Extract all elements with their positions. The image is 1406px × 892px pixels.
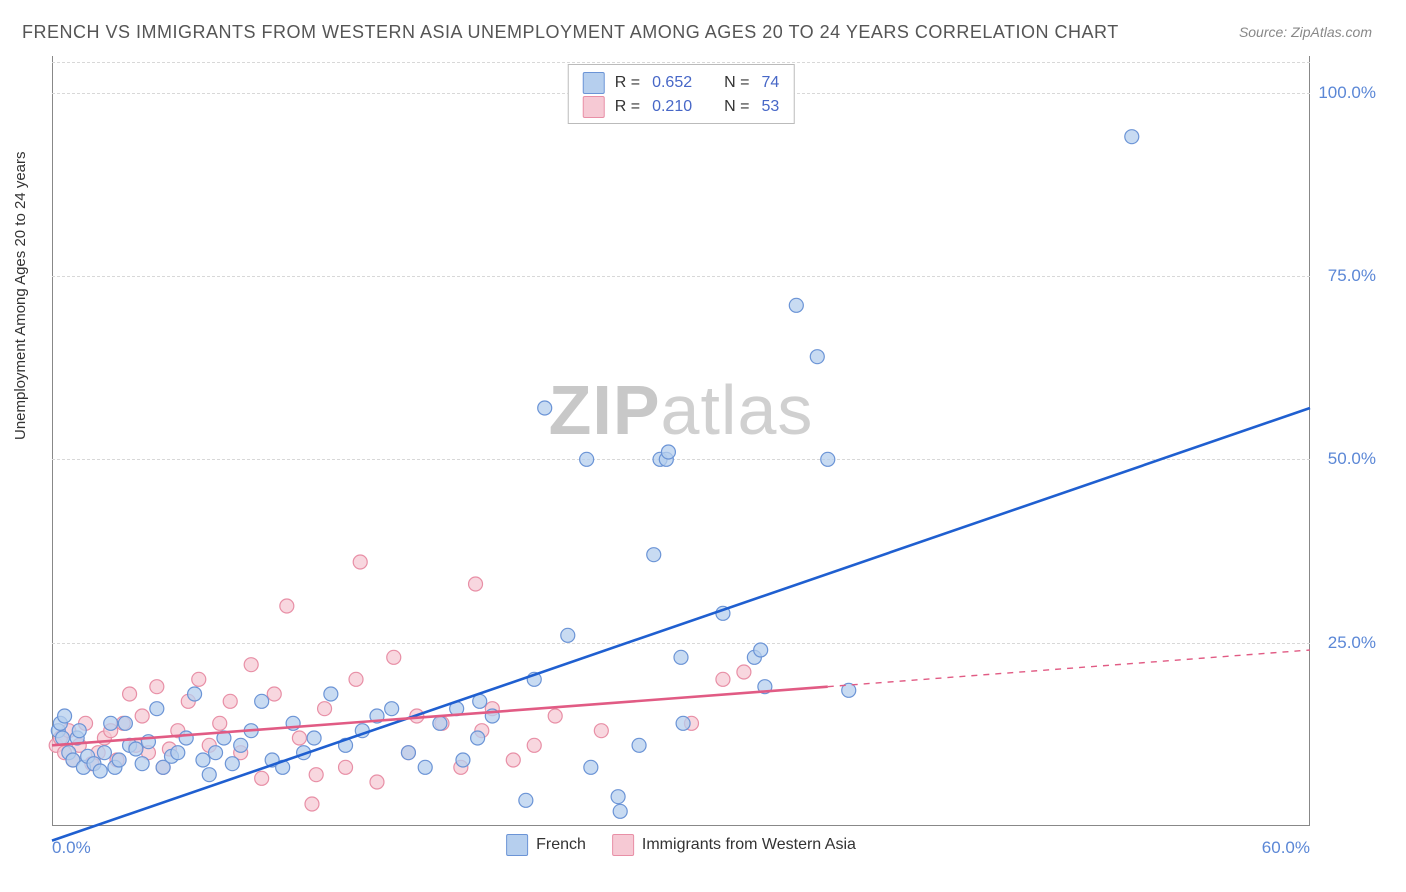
x-tick-label: 0.0% <box>52 838 91 858</box>
data-point <box>676 716 690 730</box>
data-point <box>349 672 363 686</box>
data-point <box>716 672 730 686</box>
data-point <box>456 753 470 767</box>
data-point <box>548 709 562 723</box>
data-point <box>471 731 485 745</box>
data-point <box>292 731 306 745</box>
data-point <box>433 716 447 730</box>
data-point <box>661 445 675 459</box>
data-point <box>519 793 533 807</box>
data-point <box>135 709 149 723</box>
legend-label-immigrants: Immigrants from Western Asia <box>642 836 856 854</box>
legend-stats-row-immigrants: R = 0.210 N = 53 <box>583 95 780 119</box>
data-point <box>418 760 432 774</box>
data-point <box>385 702 399 716</box>
data-point <box>104 716 118 730</box>
chart-title: FRENCH VS IMMIGRANTS FROM WESTERN ASIA U… <box>22 22 1119 43</box>
y-tick-label: 25.0% <box>1328 633 1376 653</box>
data-point <box>72 724 86 738</box>
data-point <box>305 797 319 811</box>
legend-series: French Immigrants from Western Asia <box>506 834 856 856</box>
data-point <box>150 680 164 694</box>
regression-line-extrapolated <box>828 650 1310 687</box>
data-point <box>339 760 353 774</box>
legend-item-immigrants: Immigrants from Western Asia <box>612 834 856 856</box>
data-point <box>255 694 269 708</box>
data-point <box>135 757 149 771</box>
data-point <box>674 650 688 664</box>
data-point <box>527 738 541 752</box>
data-point <box>93 764 107 778</box>
source-attribution: Source: ZipAtlas.com <box>1239 24 1372 40</box>
data-point <box>1125 130 1139 144</box>
data-point <box>561 628 575 642</box>
data-point <box>737 665 751 679</box>
plot-area: 25.0%50.0%75.0%100.0% 0.0%60.0% ZIPatlas… <box>52 56 1310 826</box>
data-point <box>632 738 646 752</box>
data-point <box>810 350 824 364</box>
data-point <box>255 771 269 785</box>
data-point <box>123 687 137 701</box>
data-point <box>213 716 227 730</box>
y-tick-label: 100.0% <box>1318 83 1376 103</box>
data-point <box>192 672 206 686</box>
data-point <box>324 687 338 701</box>
data-point <box>267 687 281 701</box>
data-point <box>309 768 323 782</box>
regression-line <box>52 687 828 746</box>
data-point <box>506 753 520 767</box>
data-point <box>223 694 237 708</box>
data-point <box>179 731 193 745</box>
swatch-immigrants <box>583 96 605 118</box>
data-point <box>613 804 627 818</box>
data-point <box>318 702 332 716</box>
data-point <box>58 709 72 723</box>
data-point <box>353 555 367 569</box>
legend-stats-row-french: R = 0.652 N = 74 <box>583 71 780 95</box>
data-point <box>754 643 768 657</box>
data-point <box>821 452 835 466</box>
legend-stats: R = 0.652 N = 74 R = 0.210 N = 53 <box>568 64 795 124</box>
swatch-french <box>583 72 605 94</box>
data-point <box>150 702 164 716</box>
regression-line <box>52 408 1310 841</box>
legend-item-french: French <box>506 834 586 856</box>
scatter-svg <box>52 56 1310 826</box>
data-point <box>611 790 625 804</box>
swatch-immigrants-bottom <box>612 834 634 856</box>
swatch-french-bottom <box>506 834 528 856</box>
data-point <box>225 757 239 771</box>
data-point <box>594 724 608 738</box>
data-point <box>118 716 132 730</box>
y-tick-label: 75.0% <box>1328 266 1376 286</box>
y-axis-label: Unemployment Among Ages 20 to 24 years <box>12 151 29 440</box>
y-tick-label: 50.0% <box>1328 449 1376 469</box>
data-point <box>789 298 803 312</box>
data-point <box>97 746 111 760</box>
data-point <box>234 738 248 752</box>
data-point <box>280 599 294 613</box>
data-point <box>370 775 384 789</box>
data-point <box>584 760 598 774</box>
data-point <box>188 687 202 701</box>
data-point <box>202 768 216 782</box>
data-point <box>580 452 594 466</box>
data-point <box>196 753 210 767</box>
data-point <box>112 753 126 767</box>
data-point <box>209 746 223 760</box>
data-point <box>469 577 483 591</box>
data-point <box>647 548 661 562</box>
data-point <box>387 650 401 664</box>
data-point <box>307 731 321 745</box>
data-point <box>538 401 552 415</box>
data-point <box>244 658 258 672</box>
x-tick-label: 60.0% <box>1262 838 1310 858</box>
data-point <box>401 746 415 760</box>
data-point <box>171 746 185 760</box>
legend-label-french: French <box>536 836 586 854</box>
data-point <box>129 742 143 756</box>
